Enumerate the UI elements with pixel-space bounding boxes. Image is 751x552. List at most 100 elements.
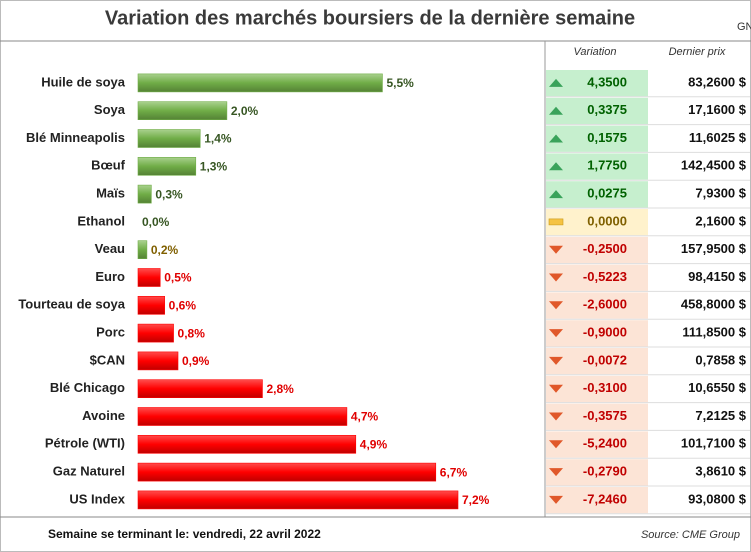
row-background [546,431,648,458]
price-cell: 101,7100 $ [681,436,747,451]
category-label: $CAN [90,352,125,367]
value-label: 5,5% [386,76,414,90]
variation-cell: 4,3500 [587,74,627,89]
trend-icon [549,78,563,87]
bar [137,407,348,426]
value-label: 4,7% [351,410,379,424]
row-background [546,181,648,208]
variation-cell: 0,1575 [587,130,627,145]
cell-background [649,320,750,347]
value-label: 2,8% [266,382,294,396]
variation-cell: -0,3100 [583,380,627,395]
bar [137,379,263,399]
variation-cell: 0,3375 [587,102,627,117]
variation-cell: -0,0072 [583,352,627,367]
category-label: US Index [69,491,125,506]
bar [137,490,459,510]
bar [137,73,383,93]
value-label: 0,3% [155,187,183,201]
category-label: Porc [96,325,125,340]
variation-cell: -0,5223 [583,269,627,284]
category-label: Ethanol [77,213,125,228]
row-background [546,348,648,375]
variation-cell: -5,2400 [583,436,627,451]
column-header: Dernier prix [669,46,726,58]
value-label: 0,8% [178,326,206,340]
variation-cell: 0,0275 [587,186,627,201]
bar [137,240,148,259]
category-label: Gaz Naturel [53,464,125,479]
price-cell: 98,4150 $ [688,269,747,284]
row-background [546,403,648,430]
trend-icon [549,162,563,171]
bar [137,323,174,343]
price-cell: 93,0800 $ [688,491,747,506]
row-background [546,375,648,403]
chart-title: Variation des marchés boursiers de la de… [105,7,635,29]
variation-cell: -0,2500 [583,241,627,256]
cell-background [649,292,750,319]
price-cell: 7,9300 $ [695,186,746,201]
cell-background [649,264,750,291]
trend-icon [549,245,563,254]
row-background [546,125,648,152]
category-label: Maïs [96,186,125,201]
trend-icon [549,329,563,338]
trend-icon [549,190,563,199]
cell-background [649,375,750,403]
category-label: Bœuf [91,158,126,173]
cell-background [649,487,750,514]
cell-background [649,70,750,97]
trend-icon [549,495,563,504]
category-label: Veau [95,241,125,256]
price-cell: 3,8610 $ [695,464,746,479]
price-cell: 83,2600 $ [688,74,747,89]
trend-icon [549,134,563,143]
bar [137,434,357,454]
cell-background [649,181,750,208]
row-background [546,264,648,291]
row-background [546,97,648,125]
trend-icon [549,384,563,393]
cell-background [649,403,750,430]
category-label: Soya [94,102,126,117]
cell-background [649,153,750,180]
bar [137,157,197,176]
price-cell: 11,6025 $ [689,130,747,145]
price-cell: 7,2125 $ [695,408,746,423]
cell-background [649,431,750,458]
variation-cell: 0,0000 [587,213,627,228]
corner-text: GN [737,21,751,33]
value-label: 1,4% [204,132,232,146]
cell-background [649,97,750,125]
source-note: Source: CME Group [641,529,740,541]
row-background [546,320,648,347]
bar [137,129,201,148]
trend-icon [548,218,564,226]
bar [137,184,152,204]
price-cell: 142,4500 $ [681,158,747,173]
category-label: Blé Chicago [50,380,125,395]
trend-icon [549,106,563,115]
bar [137,295,165,315]
price-cell: 157,9500 $ [681,241,747,256]
value-label: 0,2% [151,243,179,257]
category-label: Euro [95,269,125,284]
value-label: 4,9% [360,437,388,451]
price-cell: 2,1600 $ [695,213,746,228]
row-background [546,153,648,180]
cell-background [649,348,750,375]
row-background [546,292,648,319]
trend-icon [549,356,563,365]
trend-icon [549,301,563,310]
value-label: 2,0% [231,104,259,118]
cell-background [649,209,750,236]
bar [137,101,228,120]
price-cell: 0,7858 $ [695,352,746,367]
value-label: 0,6% [169,298,197,312]
row-background [546,487,648,514]
row-background [546,459,648,486]
variation-cell: 1,7750 [587,158,627,173]
value-label: 0,9% [182,354,210,368]
